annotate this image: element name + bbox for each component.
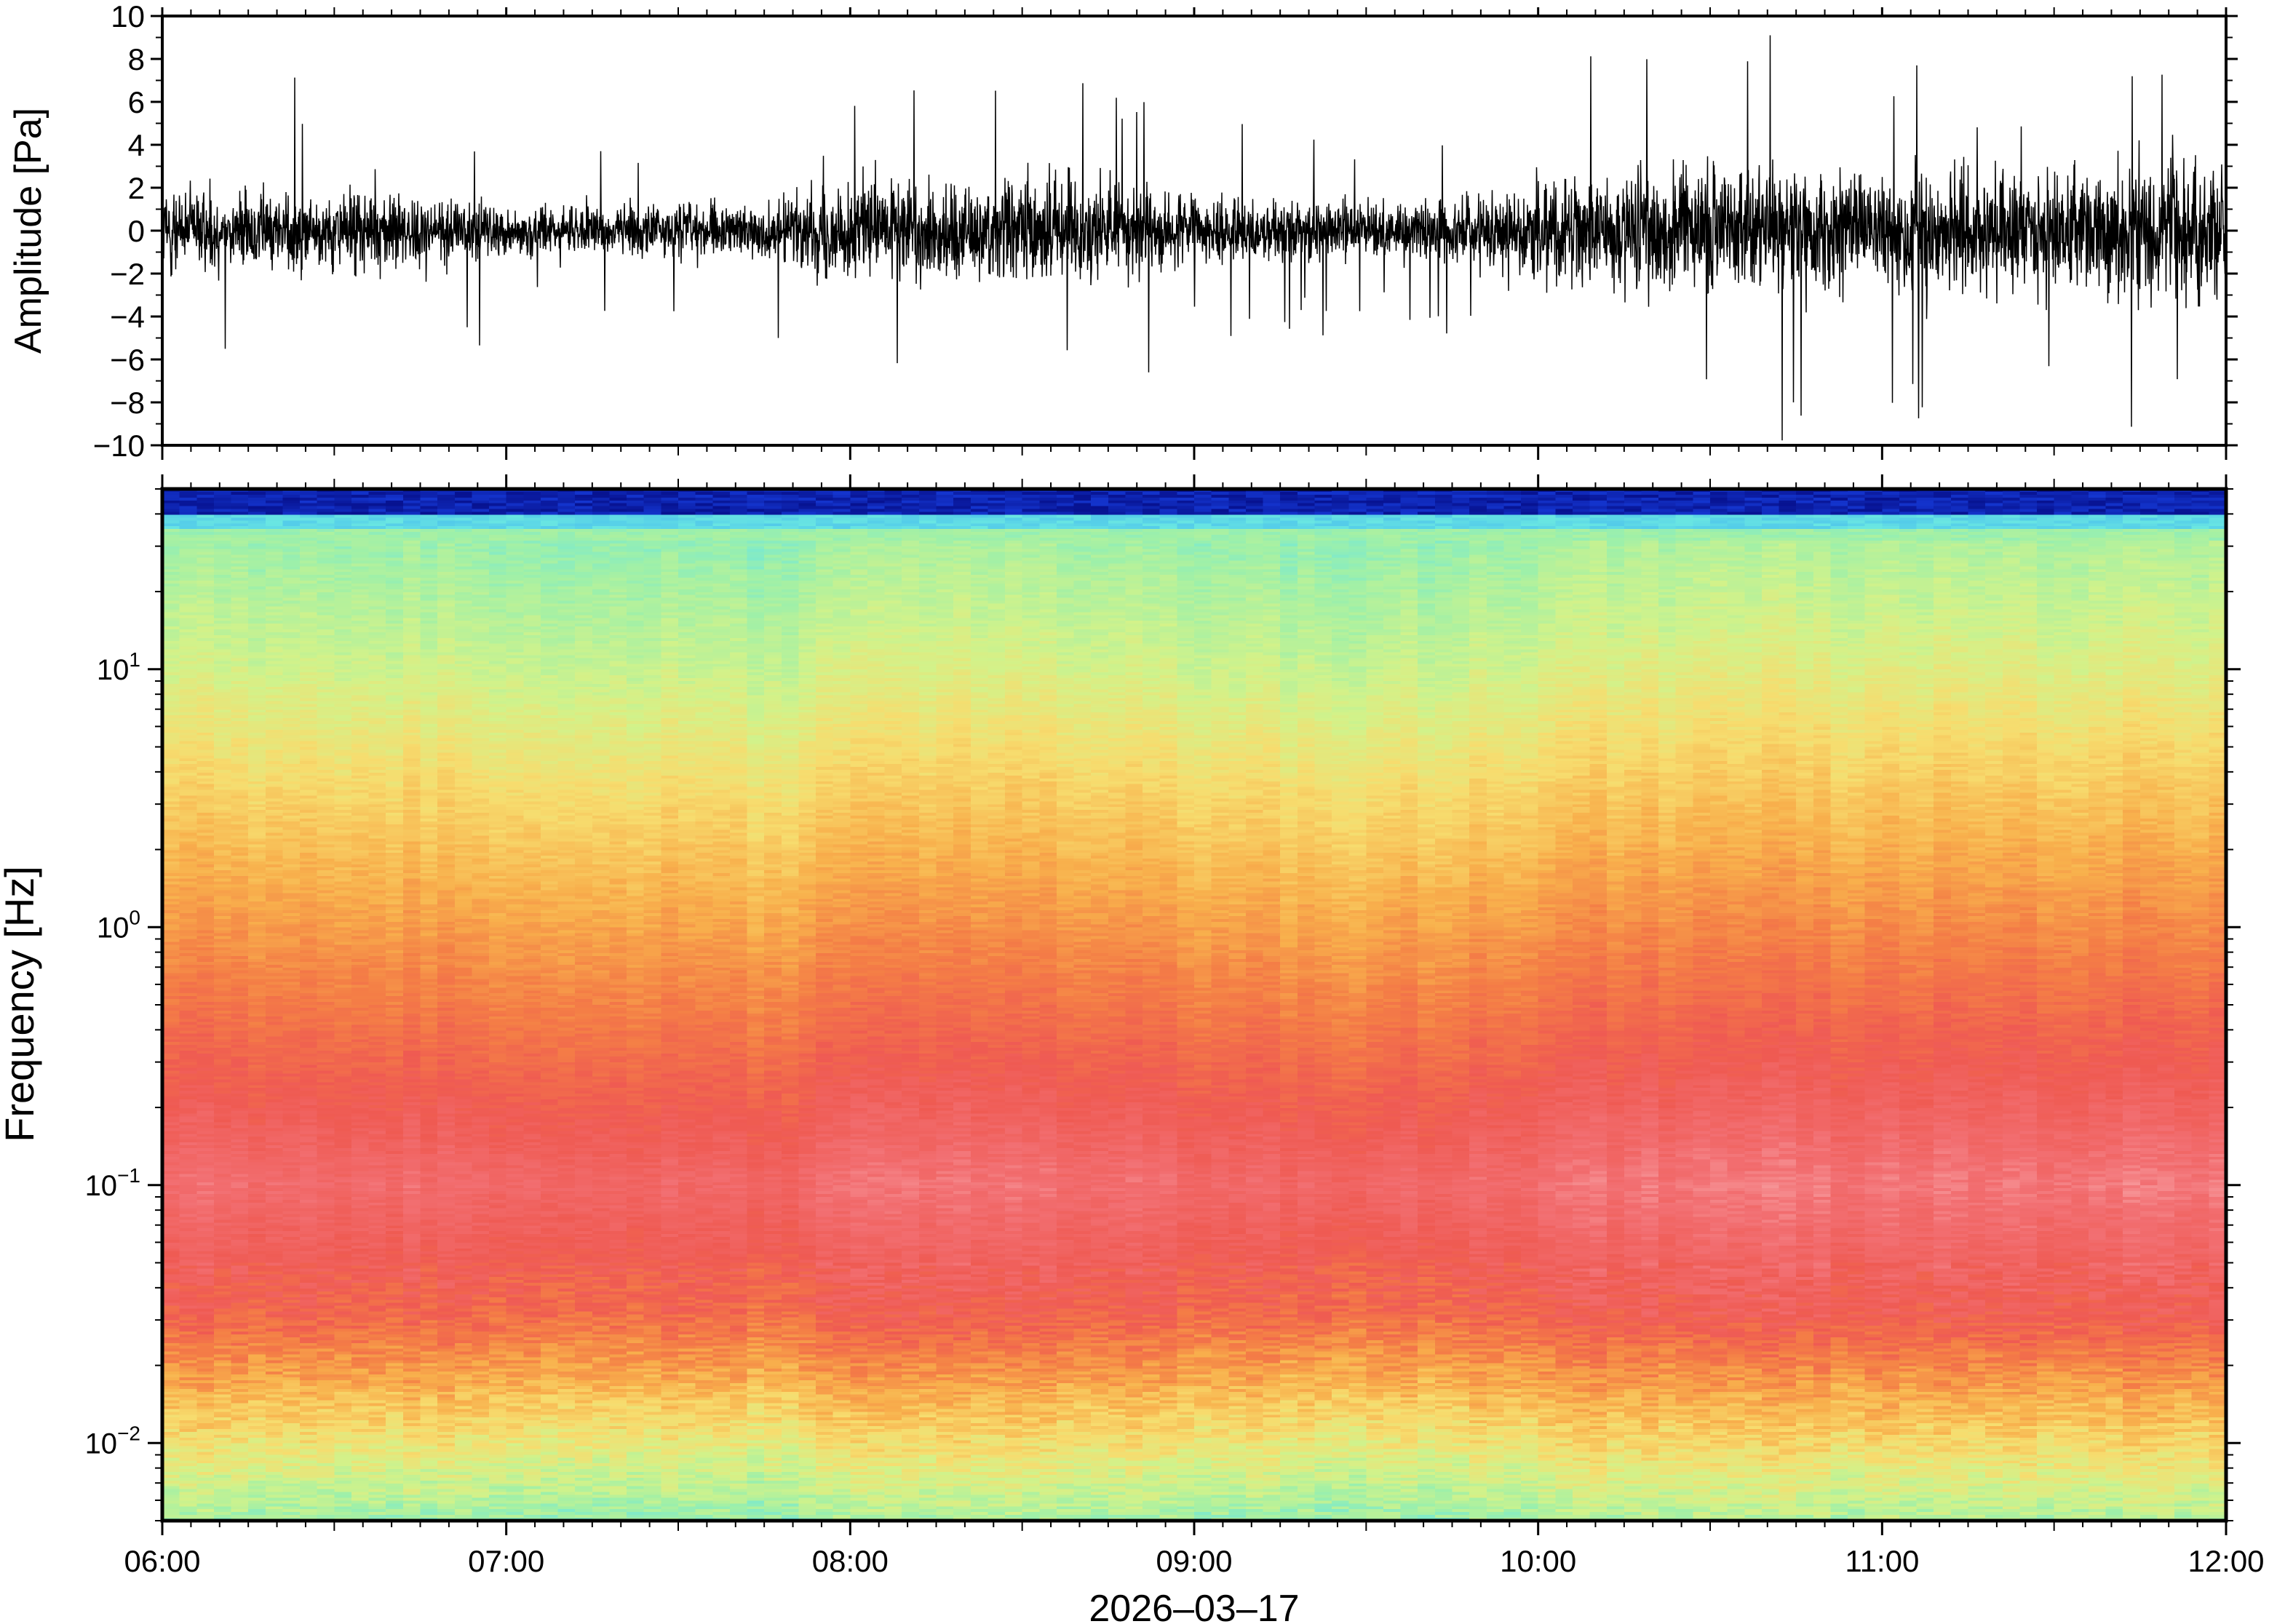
x-tick-label: 07:00 xyxy=(468,1544,544,1578)
waveform-trace xyxy=(162,35,2227,441)
spectrogram-x-ticks: 06:00 07:00 08:00 09:00 10:00 11:00 12:00 xyxy=(124,474,2265,1578)
x-tick-label: 10:00 xyxy=(1500,1544,1576,1578)
spectrogram-y-tick-label: 101 xyxy=(97,648,140,686)
x-axis-date-label: 2026–03–17 xyxy=(1089,1588,1299,1624)
waveform-y-ticks: 10 8 6 4 2 0 −2 −4 −6 −8 −10 xyxy=(93,0,2238,463)
spectrogram-heatmap xyxy=(162,489,2226,1521)
waveform-y-tick-label: 2 xyxy=(128,171,145,205)
waveform-y-tick-label: 8 xyxy=(128,42,145,76)
spectrogram-y-tick-label: 10−1 xyxy=(85,1164,140,1202)
x-tick-label: 06:00 xyxy=(124,1544,200,1578)
spectrogram-y-tick-label: 100 xyxy=(97,906,140,944)
waveform-y-tick-label: −2 xyxy=(110,257,145,291)
waveform-y-tick-label: 0 xyxy=(128,214,145,248)
waveform-y-tick-label: −4 xyxy=(110,300,145,334)
spectrogram-y-ticks: 101 100 10−1 10−2 xyxy=(85,488,2241,1521)
waveform-x-ticks xyxy=(161,7,2228,460)
waveform-y-tick-label: −8 xyxy=(110,386,145,420)
x-tick-label: 12:00 xyxy=(2187,1544,2264,1578)
waveform-y-tick-label: 4 xyxy=(128,128,145,162)
waveform-y-tick-label: 10 xyxy=(111,0,145,33)
waveform-y-tick-label: −6 xyxy=(110,343,145,377)
waveform-panel: 10 8 6 4 2 0 −2 −4 −6 −8 −10 Amplitude [Pa] xyxy=(7,0,2238,463)
x-tick-label: 08:00 xyxy=(812,1544,889,1578)
spectrogram-panel: 101 100 10−1 10−2 06:00 07:00 08:00 09:00 10:00… xyxy=(0,474,2265,1624)
x-tick-label: 09:00 xyxy=(1156,1544,1232,1578)
spectrogram-y-axis-label: Frequency [Hz] xyxy=(0,866,42,1142)
spectrogram-y-tick-label: 10−2 xyxy=(85,1422,140,1460)
waveform-y-axis-label: Amplitude [Pa] xyxy=(7,108,49,354)
x-tick-label: 11:00 xyxy=(1845,1544,1919,1578)
waveform-y-tick-label: 6 xyxy=(128,85,145,119)
waveform-y-tick-label: −10 xyxy=(93,429,145,463)
